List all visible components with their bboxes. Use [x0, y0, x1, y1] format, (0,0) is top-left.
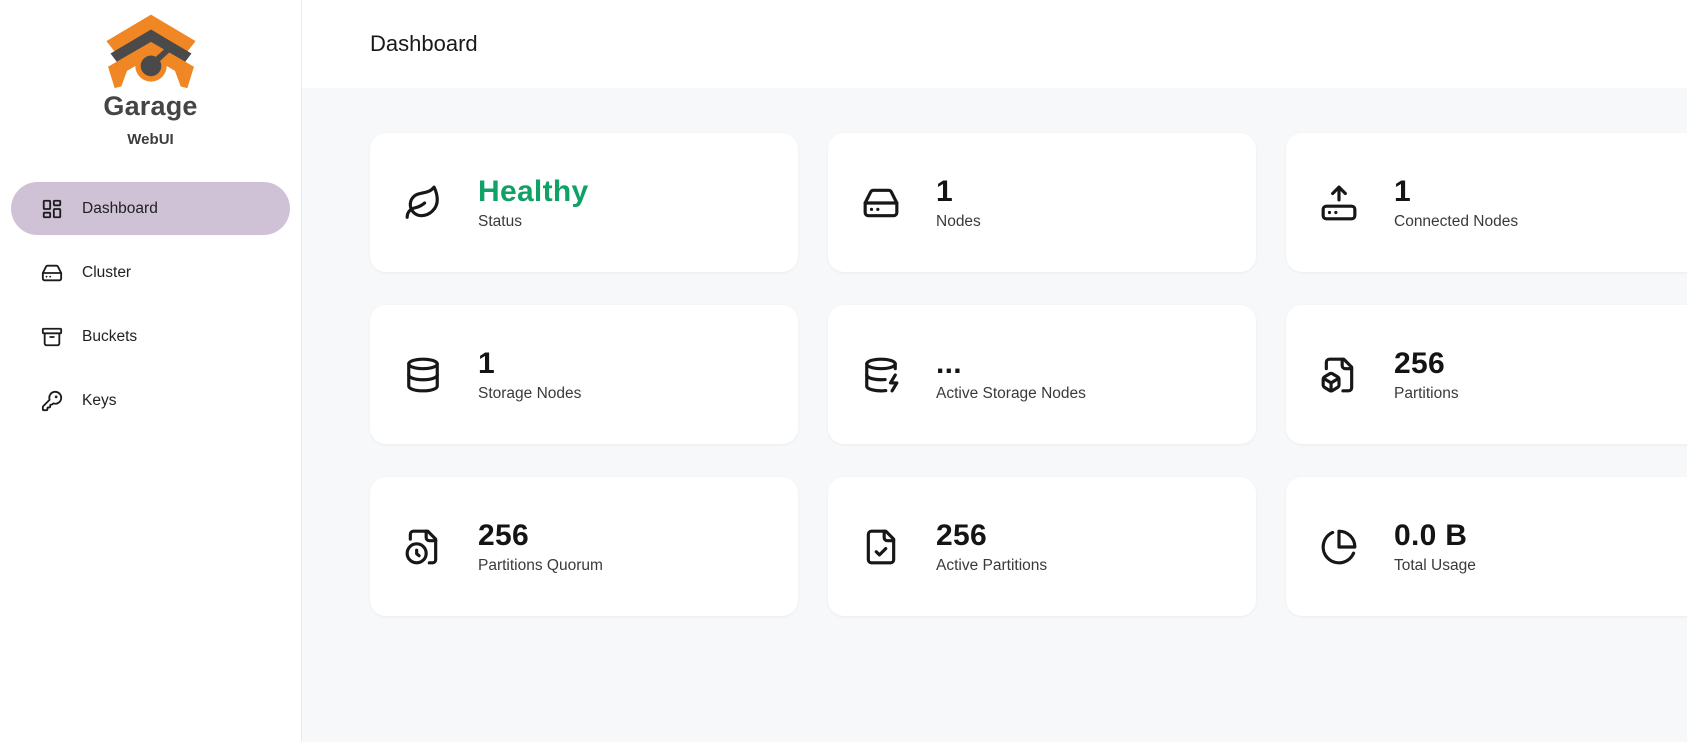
sidebar-item-cluster[interactable]: Cluster	[11, 246, 290, 299]
stat-label: Status	[478, 212, 522, 230]
stat-label: Active Partitions	[936, 556, 1048, 574]
sidebar-item-label: Buckets	[82, 327, 138, 345]
stat-label: Partitions	[1394, 384, 1459, 402]
hard-drive-icon	[862, 184, 900, 222]
stat-label: Partitions Quorum	[478, 556, 603, 574]
layout-dashboard-icon	[41, 198, 63, 220]
stat-value: 1	[1394, 174, 1411, 208]
garage-logo-icon	[105, 14, 196, 89]
logo-subtitle: WebUI	[127, 131, 174, 148]
stat-card-partitions-quorum: 256 Partitions Quorum	[370, 477, 798, 616]
sidebar-item-label: Cluster	[82, 263, 132, 281]
stat-value: 256	[936, 518, 987, 552]
stat-card-active-partitions: 256 Active Partitions	[828, 477, 1256, 616]
key-icon	[41, 390, 63, 412]
hard-drive-upload-icon	[1320, 184, 1358, 222]
stat-card-status: Healthy Status	[370, 133, 798, 272]
page-header: Dashboard	[302, 0, 1687, 88]
stat-label: Connected Nodes	[1394, 212, 1519, 230]
stat-value: 256	[478, 518, 529, 552]
file-check-icon	[862, 528, 900, 566]
stat-label: Storage Nodes	[478, 384, 582, 402]
dashboard-content: Healthy Status 1 Node	[302, 88, 1687, 742]
stat-value: 1	[478, 346, 495, 380]
stat-card-storage-nodes: 1 Storage Nodes	[370, 305, 798, 444]
file-box-icon	[1320, 356, 1358, 394]
database-zap-icon	[862, 356, 900, 394]
pie-chart-icon	[1320, 528, 1358, 566]
sidebar-item-keys[interactable]: Keys	[11, 374, 290, 427]
sidebar-item-dashboard[interactable]: Dashboard	[11, 182, 290, 235]
sidebar: Garage WebUI Dashboard	[0, 0, 302, 742]
archive-icon	[41, 326, 63, 348]
stat-value: Healthy	[478, 174, 589, 208]
stat-card-connected-nodes: 1 Connected Nodes	[1286, 133, 1687, 272]
sidebar-item-buckets[interactable]: Buckets	[11, 310, 290, 363]
hard-drive-icon	[41, 262, 63, 284]
stat-value: ...	[936, 346, 962, 380]
stat-value: 256	[1394, 346, 1445, 380]
stats-grid: Healthy Status 1 Node	[370, 133, 1687, 616]
sidebar-item-label: Keys	[82, 391, 117, 409]
sidebar-item-label: Dashboard	[82, 199, 158, 217]
logo-title: Garage	[103, 91, 198, 121]
stat-label: Nodes	[936, 212, 981, 230]
sidebar-menu: Dashboard Cluster	[0, 182, 301, 427]
stat-card-total-usage: 0.0 B Total Usage	[1286, 477, 1687, 616]
stat-card-partitions: 256 Partitions	[1286, 305, 1687, 444]
stat-label: Total Usage	[1394, 556, 1476, 574]
leaf-icon	[404, 184, 442, 222]
stat-card-active-storage-nodes: ... Active Storage Nodes	[828, 305, 1256, 444]
stat-label: Active Storage Nodes	[936, 384, 1086, 402]
stat-value: 1	[936, 174, 953, 208]
page-title: Dashboard	[370, 31, 478, 56]
database-icon	[404, 356, 442, 394]
main-area: Dashboard Healthy Status	[302, 0, 1687, 742]
stat-value: 0.0 B	[1394, 518, 1468, 552]
logo: Garage WebUI	[0, 0, 301, 148]
file-clock-icon	[404, 528, 442, 566]
stat-card-nodes: 1 Nodes	[828, 133, 1256, 272]
